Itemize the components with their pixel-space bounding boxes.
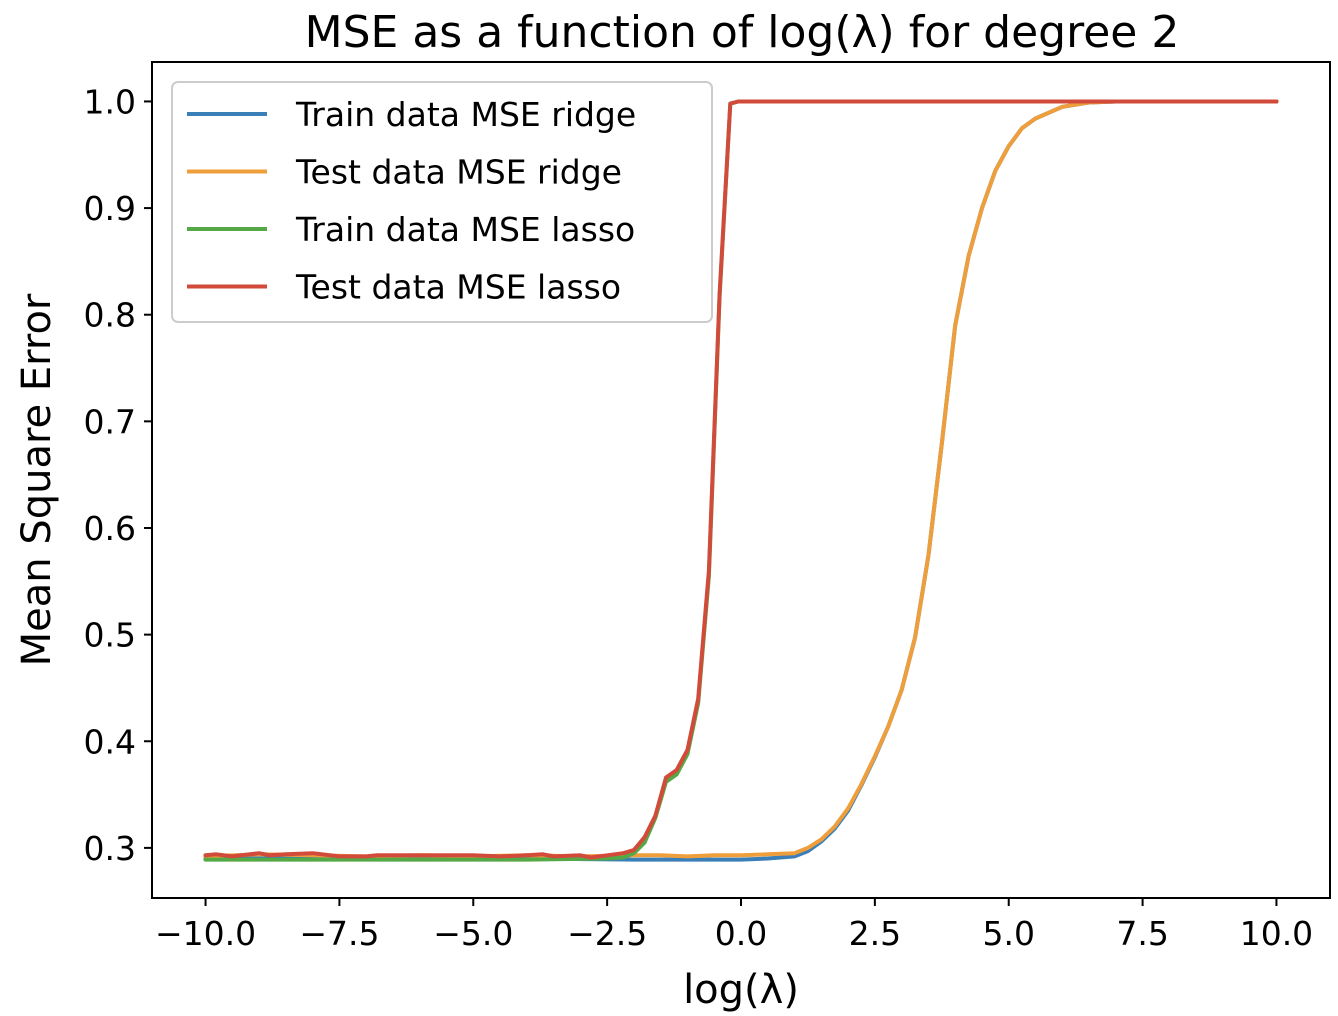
x-tick-label: −7.5	[299, 914, 379, 953]
x-tick-label: 10.0	[1240, 914, 1313, 953]
legend-label-4: Test data MSE lasso	[295, 268, 621, 307]
y-tick-label: 1.0	[84, 82, 136, 121]
x-axis-label: log(λ)	[683, 967, 799, 1013]
y-tick-label: 0.8	[84, 296, 136, 335]
chart-title: MSE as a function of log(λ) for degree 2	[305, 7, 1180, 58]
y-tick-label: 0.5	[84, 616, 136, 655]
x-tick-label: 5.0	[982, 914, 1034, 953]
legend-label-2: Test data MSE ridge	[295, 153, 622, 192]
x-tick-label: 7.5	[1116, 914, 1168, 953]
legend-label-3: Train data MSE lasso	[295, 210, 635, 249]
x-tick-label: 2.5	[849, 914, 901, 953]
y-tick-label: 0.9	[84, 189, 136, 228]
x-tick-label: −5.0	[433, 914, 513, 953]
x-tick-label: 0.0	[715, 914, 767, 953]
series-layer	[203, 99, 1279, 862]
y-tick-label: 0.6	[84, 509, 136, 548]
y-tick-label: 0.7	[84, 402, 136, 441]
x-axis-ticks: −10.0 −7.5 −5.0 −2.5 0.0 2.5 5.0 7.5 10.0	[155, 898, 1313, 953]
y-axis-ticks: 0.3 0.4 0.5 0.6 0.7 0.8 0.9 1.0	[84, 82, 152, 868]
y-tick-label: 0.3	[84, 829, 136, 868]
y-tick-label: 0.4	[84, 722, 136, 761]
x-tick-label: −2.5	[567, 914, 647, 953]
legend: Train data MSE ridge Test data MSE ridge T…	[171, 81, 713, 323]
series-line-4	[203, 99, 1279, 860]
legend-label-1: Train data MSE ridge	[295, 95, 636, 134]
x-tick-label: −10.0	[155, 914, 256, 953]
y-axis-label: Mean Square Error	[14, 293, 60, 666]
legend-box	[171, 81, 713, 323]
